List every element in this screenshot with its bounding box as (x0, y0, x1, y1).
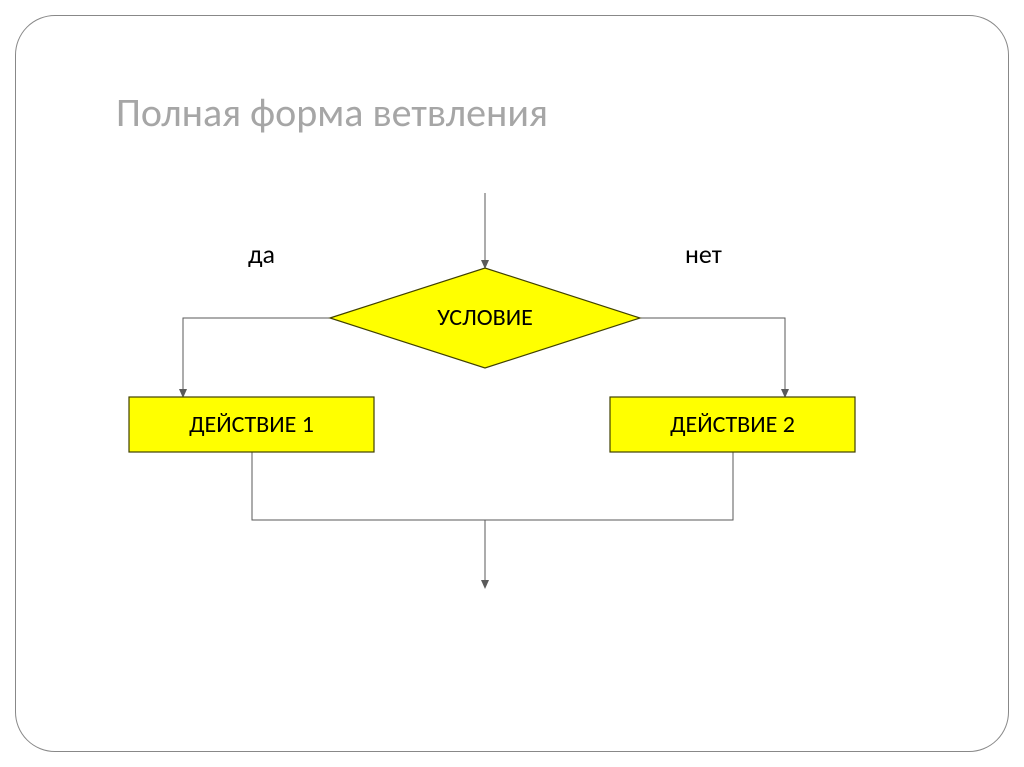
flowchart-svg (0, 0, 1024, 767)
no-label: нет (685, 238, 722, 270)
yes-label: да (248, 238, 275, 270)
action2-label: ДЕЙСТВИЕ 2 (610, 397, 855, 452)
decision-label: УСЛОВИЕ (330, 303, 640, 332)
action1-label: ДЕЙСТВИЕ 1 (129, 397, 374, 452)
